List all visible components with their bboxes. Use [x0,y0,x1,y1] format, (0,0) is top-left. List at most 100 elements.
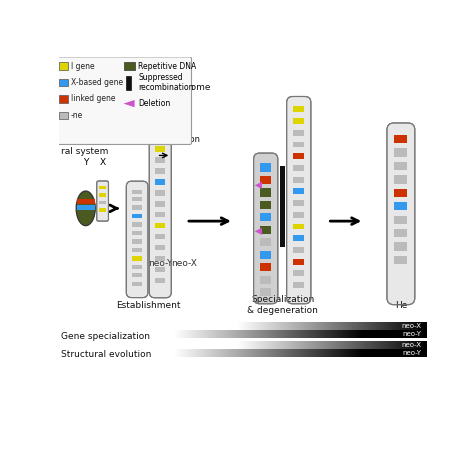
Bar [132,222,142,227]
Bar [155,124,165,130]
Text: Deletion: Deletion [138,99,171,108]
Text: Gene specialization: Gene specialization [61,332,150,341]
Bar [260,238,272,246]
Text: X chromosome: X chromosome [143,83,210,92]
Bar [155,201,165,207]
Bar [293,259,304,264]
Text: neo-Y: neo-Y [402,350,421,356]
Bar [132,273,142,277]
Text: X: X [100,158,106,167]
Bar [99,186,106,190]
Bar [59,95,68,102]
Text: neo-X: neo-X [401,323,421,329]
Bar [76,199,95,204]
Bar [155,157,165,163]
Bar [132,265,142,269]
Bar [132,206,142,210]
Bar [99,193,106,197]
Text: -ne: -ne [71,111,83,120]
Bar [155,256,165,261]
Bar [293,247,304,253]
Bar [293,235,304,241]
Bar [394,148,408,157]
Text: neo-X: neo-X [171,259,197,268]
Bar [155,278,165,283]
Bar [260,213,272,221]
Bar [394,175,408,183]
Text: Establishment: Establishment [116,301,181,310]
FancyBboxPatch shape [387,123,415,305]
Bar [132,231,142,235]
Polygon shape [124,100,135,107]
Text: Y: Y [83,158,88,167]
Bar [293,106,304,112]
Bar [394,229,408,237]
Bar [394,216,408,224]
Bar [293,165,304,171]
Bar [260,226,272,234]
Bar [293,142,304,147]
Bar [293,282,304,288]
Polygon shape [255,228,262,235]
Bar [155,212,165,218]
Bar [132,256,142,261]
Bar [260,288,272,296]
Text: Repetitive DNA: Repetitive DNA [138,62,197,71]
FancyBboxPatch shape [55,57,191,145]
Text: Suppressed
recombination: Suppressed recombination [138,73,194,92]
Bar [155,168,165,173]
Bar [132,190,142,194]
FancyBboxPatch shape [254,153,278,304]
Bar [260,275,272,284]
Bar [155,146,165,152]
FancyBboxPatch shape [126,181,148,298]
Text: neo-X: neo-X [401,342,421,348]
Bar [293,189,304,194]
Ellipse shape [76,191,95,226]
Bar [99,201,106,204]
Text: ral system: ral system [61,147,109,156]
Text: Structural evolution: Structural evolution [61,350,152,359]
Text: l gene: l gene [71,62,95,71]
Bar [260,263,272,272]
Bar [293,177,304,182]
Bar [124,63,135,70]
Bar [293,118,304,124]
Bar [155,179,165,185]
Bar [76,205,95,210]
Bar [293,153,304,159]
Text: linked gene: linked gene [71,94,116,103]
Bar [260,163,272,172]
Bar [260,201,272,209]
FancyBboxPatch shape [97,181,109,221]
Text: X-based gene: X-based gene [71,78,123,87]
Bar [155,136,165,141]
Bar [293,200,304,206]
Bar [394,135,408,143]
Text: Specialization
& degeneration: Specialization & degeneration [247,295,318,315]
Bar [155,113,165,119]
Bar [155,234,165,239]
Bar [59,63,68,70]
Bar [394,162,408,170]
Text: neo-Y: neo-Y [148,259,173,268]
Bar [132,239,142,244]
Bar [293,271,304,276]
Bar [155,223,165,228]
Bar [394,242,408,251]
FancyBboxPatch shape [287,97,311,304]
Bar [293,224,304,229]
Bar [293,212,304,218]
Text: He: He [395,301,407,310]
Bar [260,251,272,259]
Bar [155,267,165,272]
Bar [132,282,142,286]
Bar [132,248,142,252]
FancyBboxPatch shape [149,104,171,298]
Bar [281,166,285,246]
Bar [99,209,106,212]
Text: neo-Y: neo-Y [402,331,421,337]
Bar [394,189,408,197]
Text: Fusion: Fusion [173,135,200,144]
Bar [126,76,131,90]
